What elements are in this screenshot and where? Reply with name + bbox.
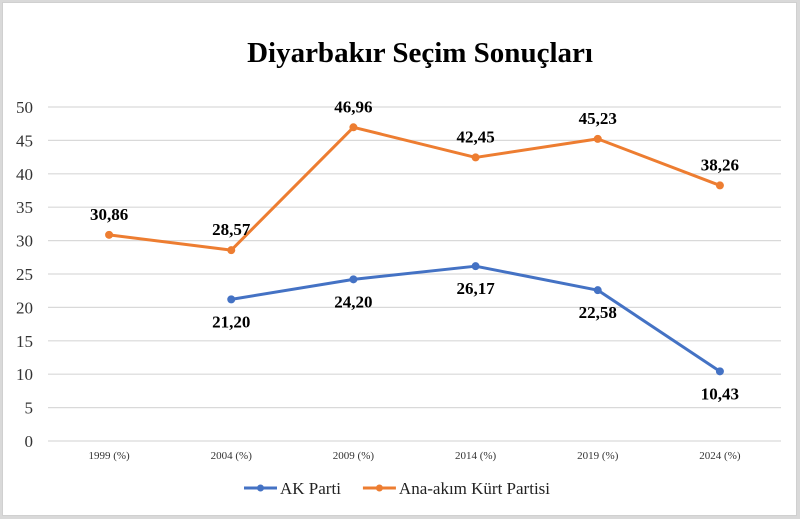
data-point-marker[interactable] (349, 123, 358, 132)
data-label: 10,43 (701, 384, 739, 403)
data-label: 45,23 (579, 109, 617, 128)
y-tick-label: 40 (16, 165, 33, 184)
series-line (108, 125, 721, 252)
legend-marker-icon (375, 484, 383, 492)
y-tick-label: 45 (16, 131, 33, 150)
y-tick-label: 10 (16, 365, 33, 384)
y-axis-ticks: 0 5 10 15 20 25 30 35 40 45 50 (16, 98, 33, 451)
data-label: 30,86 (90, 205, 128, 224)
data-label: 46,96 (334, 97, 372, 116)
data-label: 42,45 (456, 127, 494, 146)
y-tick-label: 15 (16, 332, 33, 351)
x-tick-label: 2019 (%) (577, 450, 619, 462)
y-tick-label: 25 (16, 265, 33, 284)
x-tick-label: 1999 (%) (88, 450, 130, 462)
data-label: 26,17 (456, 279, 495, 298)
legend-marker-icon (257, 484, 264, 492)
data-point-marker[interactable] (593, 134, 602, 143)
x-axis-ticks: 1999 (%) 2004 (%) 2009 (%) 2014 (%) 2019 (%)… (88, 450, 740, 462)
legend: AK Parti Ana-akım Kürt Partisi (244, 479, 550, 498)
data-point-marker[interactable] (227, 246, 236, 255)
x-tick-label: 2004 (%) (211, 450, 253, 462)
series-kurt-partisi (105, 123, 724, 255)
legend-item-kurt-partisi[interactable]: Ana-akım Kürt Partisi (362, 479, 550, 498)
y-tick-label: 20 (16, 298, 33, 317)
x-tick-label: 2009 (%) (333, 450, 375, 462)
y-tick-label: 0 (25, 432, 34, 451)
y-tick-label: 50 (16, 98, 33, 117)
y-tick-label: 30 (16, 232, 33, 251)
data-labels: 21,20 24,20 26,17 22,58 10,43 30,86 28,57 46,96… (90, 97, 739, 403)
x-tick-label: 2024 (%) (699, 450, 741, 462)
data-point-marker[interactable] (105, 230, 114, 239)
data-point-marker[interactable] (471, 153, 480, 162)
data-point-marker[interactable] (349, 275, 358, 284)
data-label: 28,57 (212, 220, 251, 239)
data-label: 38,26 (701, 155, 739, 174)
legend-label: Ana-akım Kürt Partisi (399, 479, 550, 498)
y-tick-label: 5 (25, 399, 34, 418)
data-point-marker[interactable] (471, 262, 480, 271)
legend-label: AK Parti (280, 479, 341, 498)
data-point-marker[interactable] (593, 286, 602, 295)
data-point-marker[interactable] (227, 295, 236, 304)
gridlines (48, 106, 781, 442)
data-point-marker[interactable] (715, 181, 724, 190)
series-lines (105, 123, 724, 376)
data-label: 22,58 (579, 303, 617, 322)
x-tick-label: 2014 (%) (455, 450, 497, 462)
data-label: 24,20 (334, 292, 372, 311)
data-point-marker[interactable] (715, 367, 724, 376)
legend-item-ak-parti[interactable]: AK Parti (244, 479, 341, 498)
series-ak-parti (227, 262, 724, 376)
chart-title: Diyarbakır Seçim Sonuçları (247, 37, 593, 69)
y-tick-label: 35 (16, 198, 33, 217)
data-label: 21,20 (212, 312, 250, 331)
